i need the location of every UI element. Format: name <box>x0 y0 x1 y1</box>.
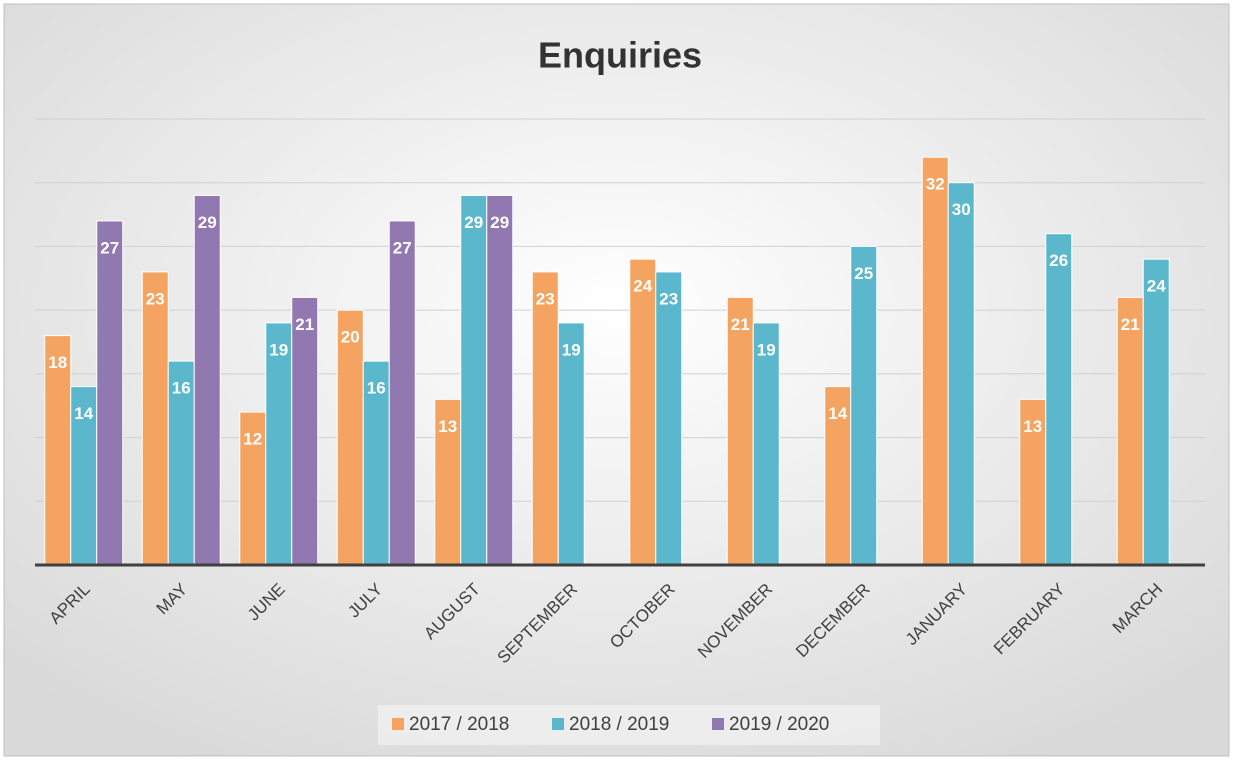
bar <box>629 258 657 566</box>
legend-label: 2017 / 2018 <box>409 714 509 735</box>
bar <box>1116 296 1144 566</box>
data-label: 18 <box>48 353 67 372</box>
data-label: 14 <box>828 404 847 423</box>
data-label: 19 <box>562 340 581 359</box>
bar <box>460 194 488 566</box>
bar <box>850 245 878 566</box>
data-label: 21 <box>1121 315 1140 334</box>
bar <box>1045 233 1073 566</box>
bar <box>486 194 514 566</box>
data-label: 16 <box>367 379 386 398</box>
data-label: 19 <box>269 340 288 359</box>
bar <box>362 360 390 566</box>
bar <box>557 322 585 566</box>
data-label: 24 <box>1147 277 1166 296</box>
bar <box>193 194 221 566</box>
data-label: 23 <box>146 289 165 308</box>
legend-label: 2018 / 2019 <box>569 714 669 735</box>
bar <box>531 271 559 566</box>
legend-label: 2019 / 2020 <box>729 714 829 735</box>
bar <box>824 386 852 566</box>
data-label: 23 <box>536 289 555 308</box>
data-label: 19 <box>757 340 776 359</box>
data-label: 21 <box>731 315 750 334</box>
data-label: 20 <box>341 328 360 347</box>
data-label: 27 <box>393 238 412 257</box>
data-label: 26 <box>1049 251 1068 270</box>
bar <box>434 398 462 566</box>
bar <box>655 271 683 566</box>
data-label: 23 <box>659 289 678 308</box>
bar <box>70 386 98 566</box>
bar <box>921 156 949 566</box>
bar <box>141 271 169 566</box>
data-label: 27 <box>100 238 119 257</box>
data-label: 13 <box>1023 417 1042 436</box>
data-label: 30 <box>952 200 971 219</box>
data-label: 32 <box>926 175 945 194</box>
bar <box>752 322 780 566</box>
data-label: 12 <box>243 430 262 449</box>
legend-swatch <box>552 718 564 730</box>
bar <box>291 296 319 566</box>
bar <box>1019 398 1047 566</box>
bar <box>388 220 416 566</box>
data-label: 29 <box>198 213 217 232</box>
data-label: 14 <box>74 404 93 423</box>
bar <box>947 182 975 566</box>
data-label: 21 <box>295 315 314 334</box>
data-label: 29 <box>490 213 509 232</box>
bar <box>726 296 754 566</box>
data-label: 25 <box>854 264 873 283</box>
legend-swatch <box>392 718 404 730</box>
bar <box>1142 258 1170 566</box>
bar <box>336 309 364 566</box>
bar <box>96 220 124 566</box>
legend-box <box>378 705 880 745</box>
chart-title: Enquiries <box>538 35 702 76</box>
data-label: 13 <box>438 417 457 436</box>
data-label: 29 <box>464 213 483 232</box>
data-label: 24 <box>633 277 652 296</box>
legend-swatch <box>712 718 724 730</box>
data-label: 16 <box>172 379 191 398</box>
